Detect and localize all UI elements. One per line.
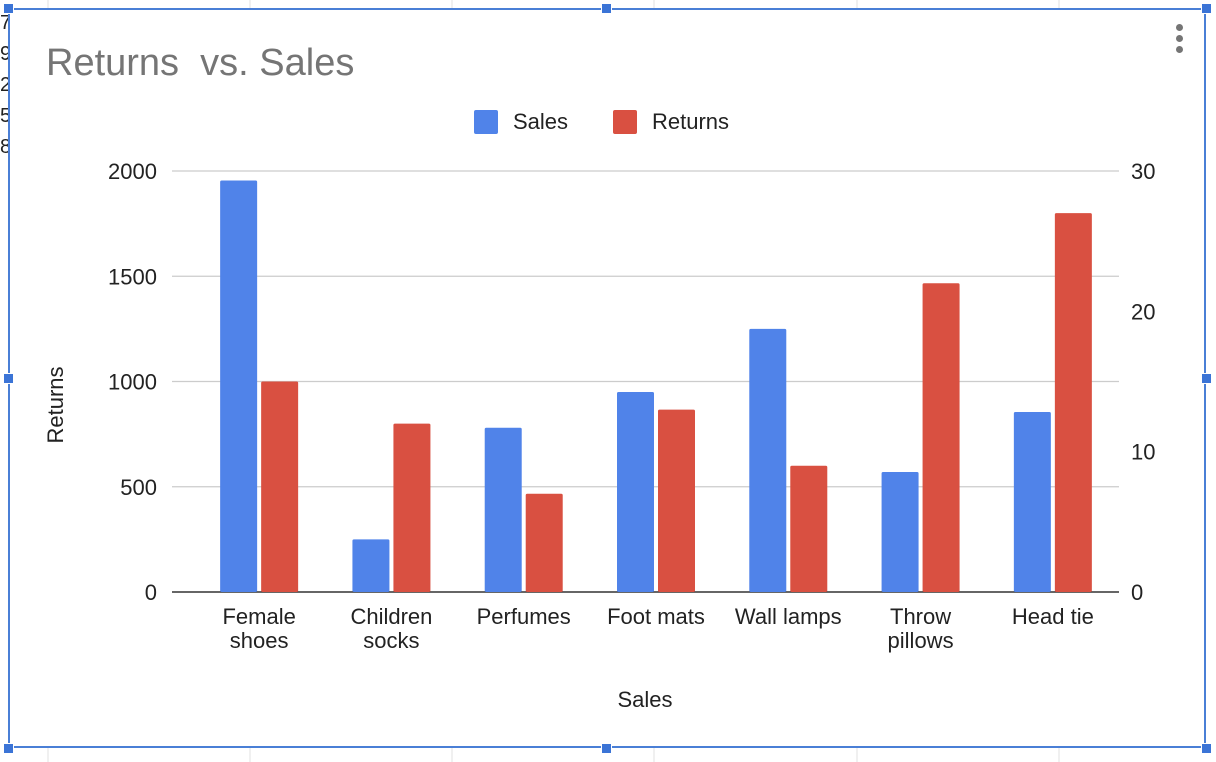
legend-swatch-sales <box>474 110 498 134</box>
bar-returns <box>922 283 960 592</box>
legend-item-sales[interactable]: Sales <box>474 108 568 136</box>
legend-swatch-returns <box>613 110 637 134</box>
x-axis-category-label: Head tie <box>1012 604 1094 629</box>
left-axis-tick-label: 1000 <box>108 370 157 395</box>
y-axis-title: Returns <box>43 366 68 443</box>
resize-handle-bottom[interactable] <box>601 743 612 754</box>
x-axis-category-label: Children socks <box>350 604 432 653</box>
resize-handle-top[interactable] <box>601 3 612 14</box>
bar-returns <box>525 493 563 592</box>
chart-title[interactable]: Returns vs. Sales <box>46 42 355 84</box>
resize-handle-bottom-left[interactable] <box>3 743 14 754</box>
legend-label-returns: Returns <box>652 109 730 134</box>
resize-handle-right[interactable] <box>1201 373 1212 384</box>
x-axis-title: Sales <box>617 687 672 712</box>
x-axis-category-label: Female shoes <box>222 604 295 653</box>
right-axis-tick-label: 30 <box>1131 159 1155 184</box>
resize-handle-top-right[interactable] <box>1201 3 1212 14</box>
chart-legend: Sales Returns <box>0 108 1216 138</box>
x-axis-category-label: Perfumes <box>477 604 571 629</box>
bar-sales <box>749 328 787 592</box>
legend-item-returns[interactable]: Returns <box>613 108 729 136</box>
bar-sales <box>617 392 654 592</box>
menu-dot <box>1175 46 1183 53</box>
x-axis-category-label: Throw pillows <box>888 604 954 653</box>
right-axis-tick-label: 10 <box>1131 440 1155 465</box>
x-axis-category-label: Wall lamps <box>735 604 842 629</box>
left-axis-tick-label: 500 <box>120 475 157 500</box>
bar-sales <box>1013 412 1051 592</box>
bar-sales <box>881 472 919 592</box>
chart-menu-icon[interactable] <box>1171 24 1187 60</box>
bar-sales <box>220 180 258 592</box>
left-axis-tick-label: 1500 <box>108 264 157 289</box>
bar-sales <box>352 539 390 592</box>
bar-returns <box>393 423 431 592</box>
resize-handle-top-left[interactable] <box>3 3 14 14</box>
bar-returns <box>1054 213 1092 592</box>
resize-handle-left[interactable] <box>3 373 14 384</box>
right-axis-tick-label: 20 <box>1131 299 1155 324</box>
bar-returns <box>790 465 828 592</box>
bar-returns <box>658 409 695 592</box>
right-axis-tick-label: 0 <box>1131 580 1143 605</box>
resize-handle-bottom-right[interactable] <box>1201 743 1212 754</box>
bar-returns <box>261 381 299 592</box>
left-axis-tick-label: 2000 <box>108 159 157 184</box>
left-axis-tick-label: 0 <box>145 580 157 605</box>
x-axis-category-label: Foot mats <box>607 604 705 629</box>
bar-sales <box>484 427 522 592</box>
legend-label-sales: Sales <box>513 109 569 134</box>
menu-dot <box>1175 35 1183 42</box>
menu-dot <box>1175 24 1183 31</box>
